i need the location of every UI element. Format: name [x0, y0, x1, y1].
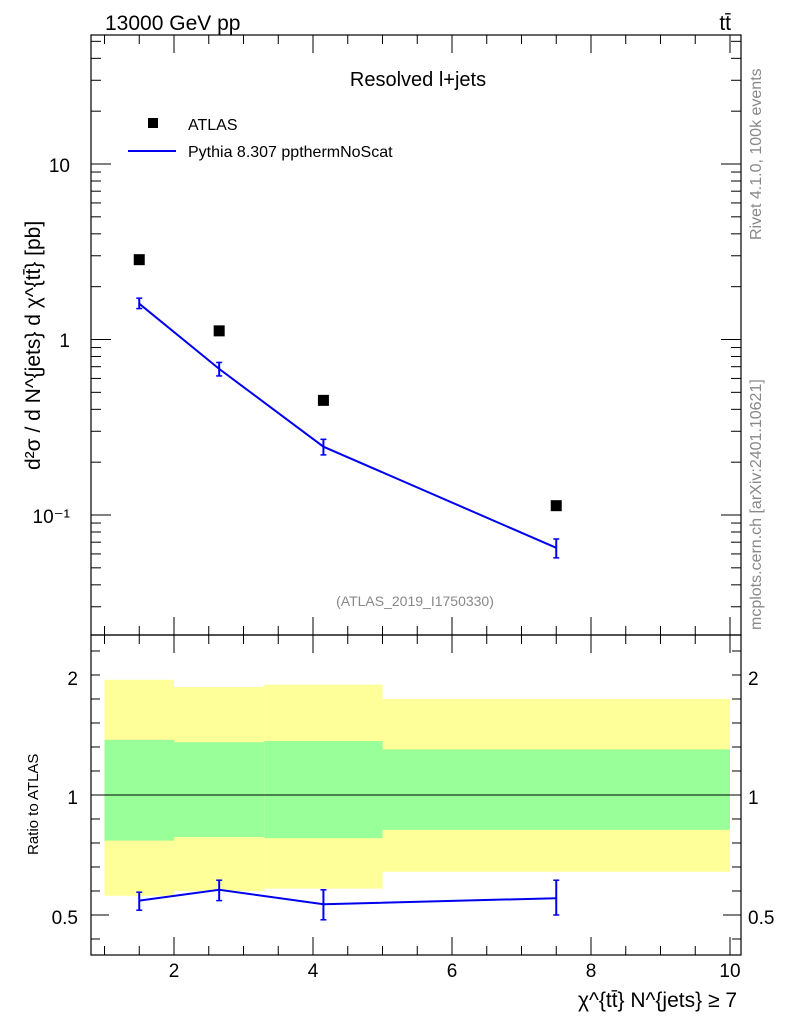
- pythia-line: [138, 302, 557, 549]
- main-ytick-label-0.1: 10⁻¹: [33, 507, 71, 528]
- ratio-inner-band: [382, 749, 730, 830]
- ratio-ytick-label-0.5-left: 0.5: [52, 908, 78, 929]
- x-axis-label: χ^{tt̄} N^{jets} ≥ 7: [578, 989, 737, 1012]
- main-ytick-label-10: 10: [49, 156, 70, 177]
- main-panel: d²σ / d N^{jets} d χ^{tt̄} [pb] Resolved…: [22, 34, 742, 636]
- atlas-data-point: [133, 254, 145, 266]
- ratio-panel: Ratio to ATLAS χ^{tt̄} N^{jets} ≥ 7 2 1 …: [25, 634, 774, 1012]
- ratio-ytick-label-1-right: 1: [748, 788, 759, 809]
- main-x-ticks: [104, 35, 731, 635]
- legend-atlas-marker: [148, 118, 158, 128]
- xtick-label-10: 10: [719, 961, 740, 982]
- rivet-label: Rivet 4.1.0, 100k events: [748, 68, 765, 240]
- legend-atlas-label: ATLAS: [188, 117, 238, 134]
- xtick-label-4: 4: [308, 961, 319, 982]
- main-ytick-label-1: 1: [59, 331, 70, 352]
- main-y-ticks: [91, 40, 741, 608]
- ratio-ytick-label-1-left: 1: [67, 788, 78, 809]
- ratio-uncertainty-bands: [104, 679, 730, 896]
- ratio-ytick-label-0.5-right: 0.5: [748, 908, 774, 929]
- legend-pythia-label: Pythia 8.307 ppthermNoScat: [188, 144, 393, 161]
- plot-title: Resolved l+jets: [350, 69, 486, 91]
- xtick-label-6: 6: [447, 961, 458, 982]
- energy-label: 13000 GeV pp: [105, 12, 240, 35]
- ratio-inner-band: [264, 741, 383, 839]
- analysis-label: (ATLAS_2019_I1750330): [336, 593, 494, 609]
- process-label: tt̄: [719, 12, 731, 35]
- mcplots-label: mcplots.cern.ch [arXiv:2401.10621]: [748, 379, 765, 630]
- ratio-pythia-line: [139, 888, 557, 906]
- ratio-data-marks: [136, 879, 560, 921]
- ratio-y-ticks: [91, 650, 741, 940]
- ratio-x-ticks: [104, 635, 731, 955]
- atlas-data-point: [213, 325, 225, 337]
- legend: ATLAS Pythia 8.307 ppthermNoScat: [128, 117, 393, 161]
- xtick-label-8: 8: [586, 961, 597, 982]
- main-data-marks: [133, 254, 562, 559]
- ratio-ytick-label-2-right: 2: [748, 669, 759, 690]
- ratio-inner-band: [174, 742, 265, 837]
- ratio-inner-band: [104, 739, 174, 841]
- ratio-ytick-label-2-left: 2: [67, 669, 78, 690]
- main-y-axis-label: d²σ / d N^{jets} d χ^{tt̄} [pb]: [22, 221, 45, 470]
- xtick-label-2: 2: [169, 961, 180, 982]
- atlas-data-point: [317, 394, 329, 406]
- atlas-data-point: [550, 500, 562, 512]
- ratio-y-axis-label: Ratio to ATLAS: [25, 754, 42, 855]
